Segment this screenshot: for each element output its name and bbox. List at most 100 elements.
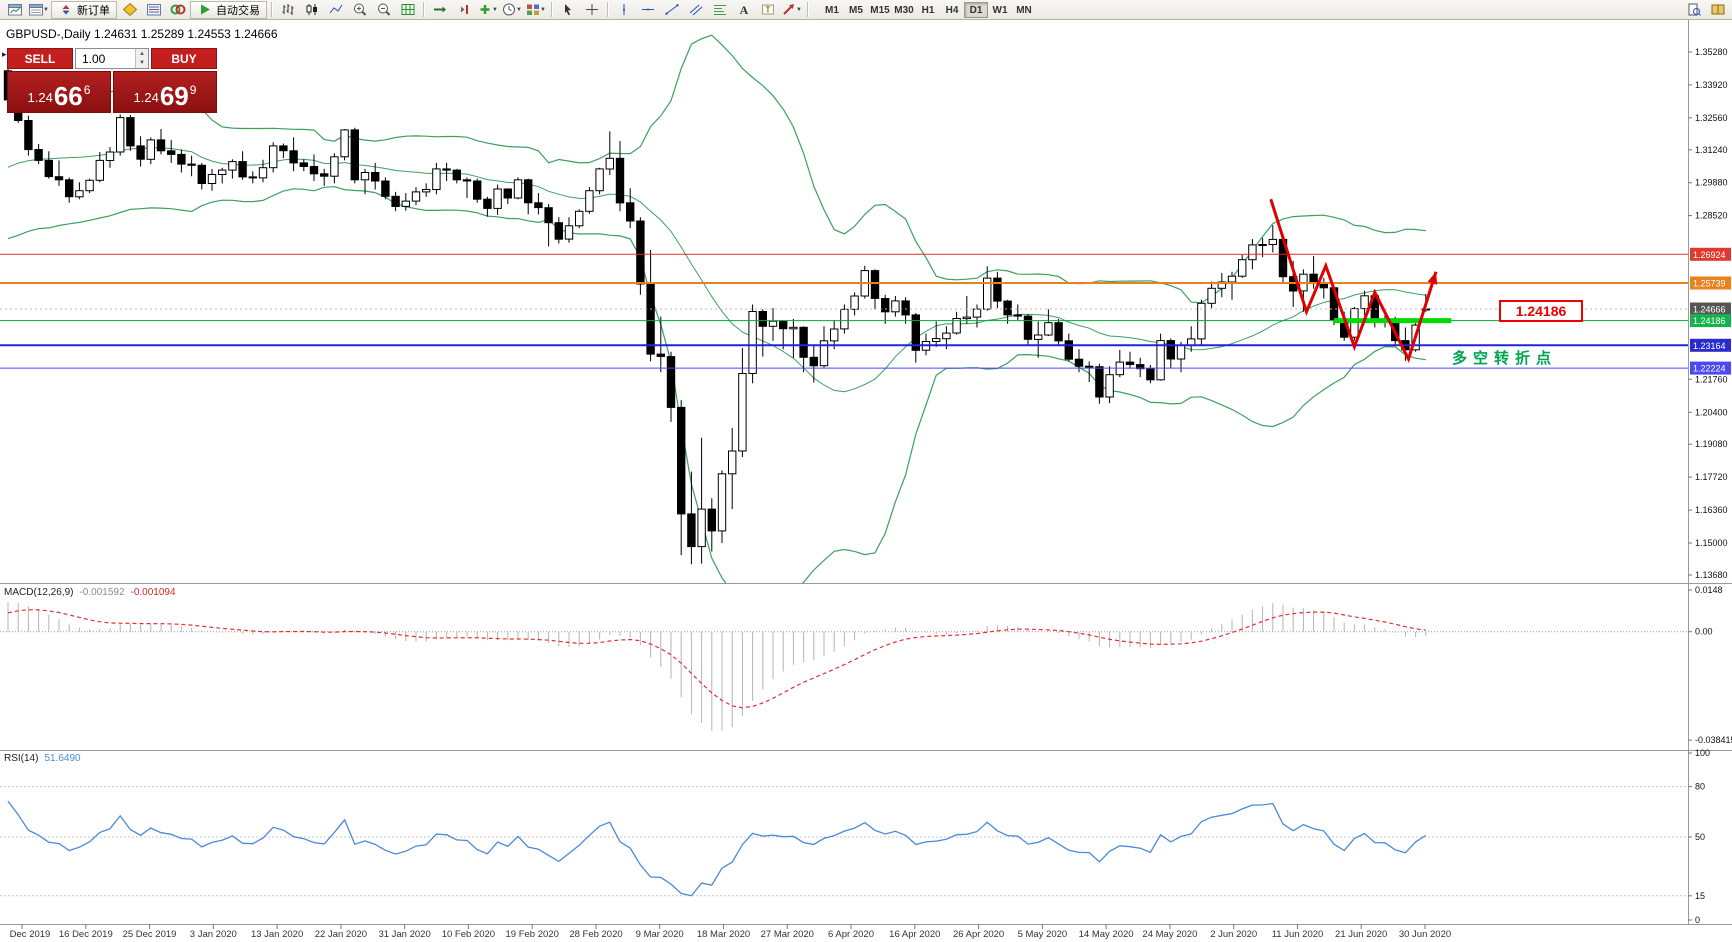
arrows-icon[interactable]: ▼ (780, 1, 803, 19)
macd-main-value: -0.001592 (79, 587, 125, 598)
volume-down-icon[interactable] (136, 58, 148, 68)
volume-value[interactable]: 1.00 (82, 51, 106, 66)
svg-text:21 Jun 2020: 21 Jun 2020 (1335, 929, 1387, 940)
chart-shift-icon[interactable] (452, 1, 475, 19)
timeframe-h1[interactable]: H1 (921, 4, 935, 16)
svg-text:18 Mar 2020: 18 Mar 2020 (697, 929, 750, 940)
timeframe-m1[interactable]: M1 (825, 4, 839, 16)
indicators-list-icon[interactable]: ▼ (480, 5, 498, 14)
svg-text:24 May 2020: 24 May 2020 (1142, 929, 1197, 940)
horizontal-line-icon[interactable] (636, 1, 659, 19)
macd-signal-value: -0.001094 (130, 587, 176, 598)
rsi-name: RSI(14) (4, 753, 39, 764)
svg-text:0: 0 (1695, 915, 1700, 925)
macd-pane: 0.0148 0.00 -0.038415 (0, 585, 1732, 745)
svg-text:16 Apr 2020: 16 Apr 2020 (889, 929, 940, 940)
turning-point-note[interactable]: 多空转折点 (1452, 350, 1558, 367)
zoom-out-icon[interactable] (372, 1, 395, 19)
timeframe-m5[interactable]: M5 (849, 4, 863, 16)
fibonacci-retracement-icon[interactable] (708, 1, 731, 19)
pane-separators[interactable] (0, 20, 1732, 925)
trendline-icon[interactable] (660, 1, 683, 19)
ask-price[interactable]: 1.24 69 9 (113, 71, 217, 113)
report-icon[interactable] (1682, 1, 1705, 19)
market-watch-icon[interactable] (142, 1, 165, 19)
autotrading-button[interactable]: 自动交易 (190, 0, 267, 19)
svg-text:26 Apr 2020: 26 Apr 2020 (953, 929, 1004, 940)
text-label-icon[interactable]: T (756, 1, 779, 19)
svg-text:A: A (739, 3, 748, 17)
timeframe-mn[interactable]: MN (1016, 4, 1032, 16)
sell-button[interactable]: SELL (7, 48, 73, 69)
help-icon[interactable] (1706, 1, 1729, 19)
toolbar-separator (551, 2, 552, 17)
svg-text:1.20400: 1.20400 (1695, 407, 1728, 417)
svg-text:0.00: 0.00 (1695, 627, 1713, 637)
svg-text:1.15000: 1.15000 (1695, 538, 1728, 548)
zoom-in-icon[interactable] (348, 1, 371, 19)
timeframe-m30[interactable]: M30 (894, 4, 914, 16)
timeframe-w1[interactable]: W1 (992, 4, 1008, 16)
svg-text:15: 15 (1695, 891, 1705, 901)
zigzag-arrowhead (1427, 271, 1438, 285)
volume-input[interactable]: 1.00 (75, 48, 149, 69)
svg-text:-0.038415: -0.038415 (1695, 735, 1732, 745)
equidistant-channel-icon[interactable] (684, 1, 707, 19)
svg-text:Dec 2019: Dec 2019 (10, 929, 51, 940)
zigzag-drawing[interactable] (1269, 198, 1438, 363)
bid-base: 1.24 (27, 90, 53, 105)
periods-icon[interactable]: ▼ (500, 1, 523, 19)
svg-text:6 Apr 2020: 6 Apr 2020 (828, 929, 874, 940)
new-chart-icon[interactable] (3, 1, 26, 19)
svg-text:1.28520: 1.28520 (1695, 211, 1728, 221)
svg-text:1.26924: 1.26924 (1693, 250, 1726, 260)
price-axis[interactable]: 1.35280 1.33920 1.32560 1.31240 1.29880 1.285… (1688, 47, 1731, 580)
cursor-icon[interactable] (556, 1, 579, 19)
chart-title: GBPUSD-,Daily 1.24631 1.25289 1.24553 1.… (6, 27, 278, 41)
bid-price[interactable]: 1.24 66 6 (7, 71, 111, 113)
text-icon[interactable]: A (732, 1, 755, 19)
timeframe-d1[interactable]: D1 (964, 1, 988, 18)
price-badge (1690, 276, 1731, 290)
ask-pips: 69 (159, 81, 189, 111)
vertical-line-icon[interactable] (612, 1, 635, 19)
svg-text:10 Feb 2020: 10 Feb 2020 (442, 929, 495, 940)
bar-chart-mode-icon[interactable] (276, 1, 299, 19)
svg-text:14 May 2020: 14 May 2020 (1079, 929, 1134, 940)
buy-button[interactable]: BUY (151, 48, 217, 69)
svg-text:13 Jan 2020: 13 Jan 2020 (251, 929, 303, 940)
crosshair-icon[interactable] (580, 1, 603, 19)
timeframe-m15[interactable]: M15 (870, 4, 890, 16)
svg-text:1.17720: 1.17720 (1695, 472, 1728, 482)
profiles-icon[interactable]: ▼ (27, 1, 50, 19)
timeframe-h4[interactable]: H4 (945, 4, 959, 16)
svg-text:1.23164: 1.23164 (1693, 341, 1726, 351)
svg-text:5 May 2020: 5 May 2020 (1018, 929, 1068, 940)
bid-pipette: 6 (83, 83, 91, 97)
templates-icon[interactable]: ▼ (524, 1, 547, 19)
strategy-tester-icon[interactable] (166, 1, 189, 19)
svg-text:25 Dec 2019: 25 Dec 2019 (123, 929, 177, 940)
svg-text:28 Feb 2020: 28 Feb 2020 (569, 929, 622, 940)
svg-text:16 Dec 2019: 16 Dec 2019 (59, 929, 113, 940)
price-annotation-box[interactable]: 1.24186 (1499, 300, 1583, 322)
volume-steppers (135, 49, 148, 68)
svg-text:1.22224: 1.22224 (1693, 364, 1726, 374)
volume-up-icon[interactable] (136, 49, 148, 59)
tile-windows-icon[interactable] (396, 1, 419, 19)
svg-text:100: 100 (1695, 748, 1710, 758)
time-axis[interactable]: Dec 2019 16 Dec 2019 25 Dec 2019 3 Jan 2020… (10, 924, 1451, 941)
toolbar-separator (607, 2, 608, 17)
new-order-button[interactable]: 新订单 (51, 0, 117, 19)
svg-text:1.25739: 1.25739 (1693, 279, 1726, 289)
rsi-line (7, 800, 1427, 897)
svg-text:22 Jan 2020: 22 Jan 2020 (315, 929, 367, 940)
candlestick-mode-icon[interactable] (300, 1, 323, 19)
metaeditor-icon[interactable] (118, 1, 141, 19)
svg-text:50: 50 (1695, 832, 1705, 842)
line-chart-mode-icon[interactable] (324, 1, 347, 19)
trade-panel-toggle-icon[interactable] (2, 49, 7, 60)
auto-scroll-icon[interactable] (428, 1, 451, 19)
